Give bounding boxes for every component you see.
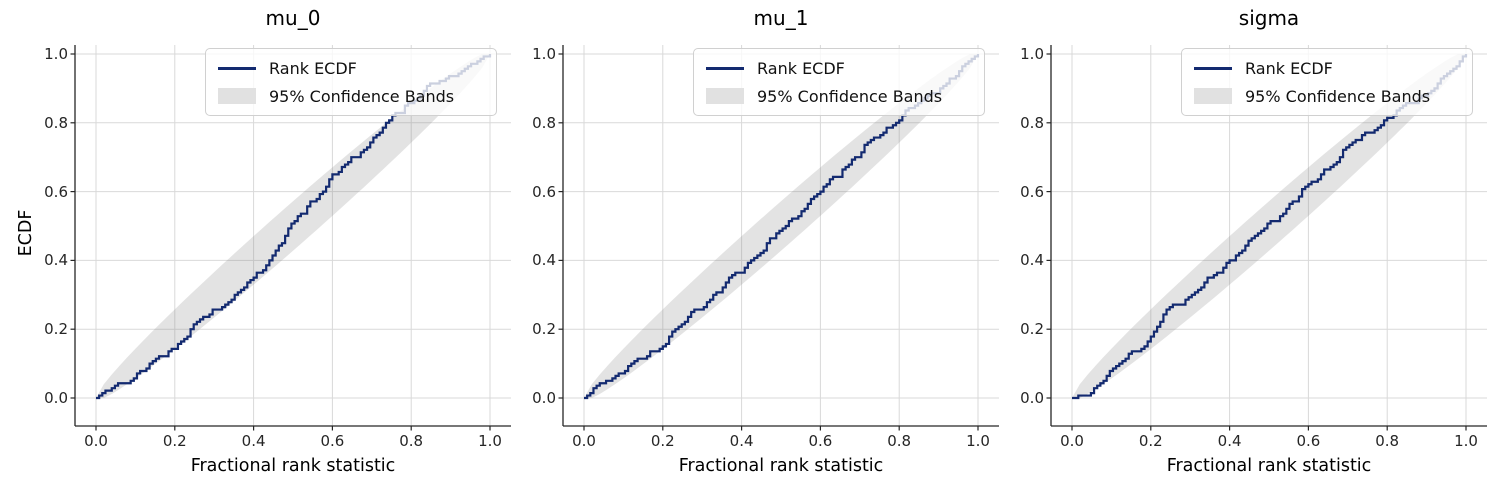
y-tick-label: 0.0: [1020, 389, 1044, 407]
x-tick-label: 0.6: [320, 432, 345, 450]
y-tick-label: 0.8: [1020, 113, 1044, 132]
confidence-band: [96, 53, 490, 399]
legend-entry: 95% Confidence Bands: [706, 84, 972, 108]
plot-title: mu_0: [265, 6, 321, 30]
legend: Rank ECDF 95% Confidence Bands: [1181, 48, 1473, 116]
legend-line-swatch-icon: [218, 66, 256, 70]
x-tick-label: 0.4: [241, 432, 266, 450]
x-tick-label: 0.4: [1217, 432, 1242, 450]
legend-label: Rank ECDF: [269, 58, 357, 78]
y-tick-label: 0.0: [532, 389, 556, 407]
legend-band-swatch-icon: [218, 88, 256, 104]
legend-label: Rank ECDF: [757, 58, 845, 78]
legend: Rank ECDF 95% Confidence Bands: [205, 48, 497, 116]
x-tick-label: 0.0: [1060, 432, 1084, 450]
y-tick-label: 1.0: [532, 45, 556, 63]
plot-title: sigma: [1238, 6, 1300, 30]
legend-band-swatch-icon: [1194, 88, 1232, 104]
confidence-band: [1072, 53, 1466, 399]
y-tick-label: 0.6: [44, 182, 68, 201]
x-axis-label: Fractional rank statistic: [190, 456, 396, 476]
x-tick-label: 0.0: [572, 432, 596, 450]
x-tick-label: 0.8: [1375, 432, 1400, 450]
x-tick-label: 0.2: [1138, 432, 1163, 450]
legend-entry: Rank ECDF: [1194, 56, 1460, 80]
y-tick-label: 0.2: [44, 320, 68, 339]
legend-entry: 95% Confidence Bands: [218, 84, 484, 108]
x-tick-label: 0.8: [399, 432, 424, 450]
x-tick-label: 1.0: [966, 432, 990, 450]
legend: Rank ECDF 95% Confidence Bands: [693, 48, 985, 116]
y-tick-label: 0.4: [44, 251, 68, 270]
legend-line-swatch-icon: [706, 66, 744, 70]
x-axis-label: Fractional rank statistic: [1166, 456, 1372, 476]
y-tick-label: 0.0: [44, 389, 68, 407]
y-tick-label: 1.0: [1020, 45, 1044, 63]
x-tick-label: 0.6: [808, 432, 833, 450]
plot-title: mu_1: [753, 6, 809, 30]
y-tick-label: 0.4: [1020, 251, 1044, 270]
x-tick-label: 1.0: [1454, 432, 1478, 450]
legend-line-swatch-icon: [1194, 66, 1232, 70]
y-tick-label: 0.2: [1020, 320, 1044, 339]
x-tick-label: 0.8: [887, 432, 912, 450]
legend-entry: Rank ECDF: [706, 56, 972, 80]
y-tick-label: 0.6: [532, 182, 556, 201]
confidence-band: [584, 53, 978, 399]
y-tick-label: 0.8: [532, 113, 556, 132]
y-tick-label: 0.2: [532, 320, 556, 339]
x-tick-label: 0.2: [650, 432, 675, 450]
legend-label: 95% Confidence Bands: [1245, 86, 1431, 106]
y-tick-label: 1.0: [44, 45, 68, 63]
legend-label: Rank ECDF: [1245, 58, 1333, 78]
legend-label: 95% Confidence Bands: [757, 86, 943, 106]
x-tick-label: 0.2: [162, 432, 187, 450]
x-tick-label: 0.0: [84, 432, 108, 450]
y-tick-label: 0.4: [532, 251, 556, 270]
x-tick-label: 0.6: [1296, 432, 1321, 450]
y-tick-label: 0.6: [1020, 182, 1044, 201]
legend-entry: Rank ECDF: [218, 56, 484, 80]
legend-label: 95% Confidence Bands: [269, 86, 455, 106]
x-tick-label: 1.0: [478, 432, 502, 450]
legend-entry: 95% Confidence Bands: [1194, 84, 1460, 108]
x-tick-label: 0.4: [729, 432, 754, 450]
x-axis-label: Fractional rank statistic: [678, 456, 884, 476]
legend-band-swatch-icon: [706, 88, 744, 104]
y-tick-label: 0.8: [44, 113, 68, 132]
y-axis-label: ECDF: [16, 209, 36, 257]
